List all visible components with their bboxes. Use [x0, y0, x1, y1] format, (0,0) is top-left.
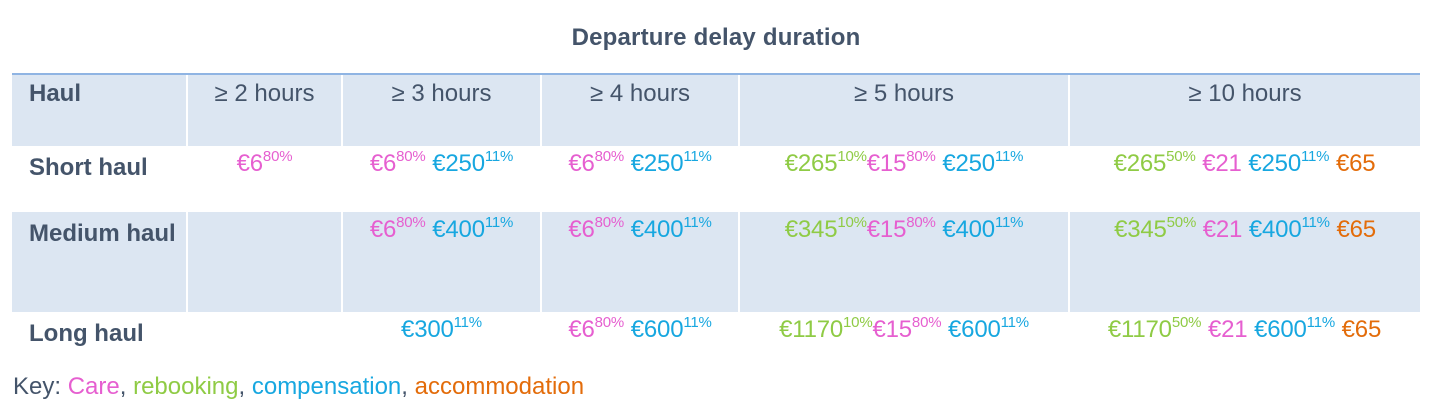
care-amount: €680%	[369, 148, 426, 177]
probability-superscript: 80%	[262, 148, 293, 165]
cell	[186, 212, 342, 312]
care-amount: €21	[1207, 316, 1248, 343]
compensation-amount: €25011%	[432, 148, 514, 177]
compensation-amount: €25011%	[1248, 148, 1330, 177]
care-amount: €680%	[369, 214, 426, 243]
probability-superscript: 80%	[906, 148, 936, 165]
probability-superscript: 11%	[683, 214, 712, 231]
probability-superscript: 10%	[837, 148, 867, 165]
care-amount: €1580%	[872, 314, 942, 343]
cell: €26510%€1580% €25011%	[739, 146, 1069, 212]
probability-superscript: 80%	[594, 314, 625, 331]
rebooking-amount: €26550%	[1113, 148, 1196, 177]
cell	[187, 312, 342, 356]
compensation-amount: €60011%	[948, 314, 1030, 343]
probability-superscript: 80%	[594, 148, 625, 165]
probability-superscript: 11%	[1306, 314, 1336, 331]
cell: €680% €25011%	[342, 146, 541, 212]
probability-superscript: 11%	[1000, 314, 1030, 331]
probability-superscript: 11%	[453, 314, 483, 331]
rebooking-amount: €34550%	[1114, 214, 1197, 243]
accommodation-amount: €65	[1341, 316, 1382, 343]
column-header-4h: ≥ 4 hours	[540, 73, 739, 146]
probability-superscript: 80%	[911, 314, 942, 331]
compensation-amount: €25011%	[630, 148, 712, 177]
column-header-5h: ≥ 5 hours	[738, 73, 1069, 146]
compensation-amount: €40011%	[630, 214, 712, 243]
cell: €34550% €21 €40011% €65	[1068, 212, 1420, 312]
probability-superscript: 11%	[683, 314, 712, 331]
care-amount: €1580%	[866, 148, 936, 177]
probability-superscript: 50%	[1166, 214, 1197, 231]
probability-superscript: 80%	[396, 148, 426, 165]
care-amount: €680%	[568, 148, 625, 177]
cell: €680% €40011%	[341, 212, 541, 312]
probability-superscript: 50%	[1166, 148, 1196, 165]
cell: €680% €25011%	[541, 146, 739, 212]
header-row: Haul ≥ 2 hours ≥ 3 hours ≥ 4 hours ≥ 5 h…	[12, 73, 1420, 146]
color-key: Key: Care, rebooking, compensation, acco…	[13, 373, 585, 400]
care-amount: €680%	[236, 148, 293, 177]
row-label-short-haul: Short haul	[12, 146, 187, 212]
probability-superscript: 11%	[994, 148, 1024, 165]
probability-superscript: 10%	[843, 314, 873, 331]
key-label: Key:	[13, 373, 62, 400]
key-item-compensation: compensation	[251, 373, 402, 400]
column-header-haul: Haul	[12, 73, 187, 146]
probability-superscript: 11%	[1300, 148, 1330, 165]
column-header-2h: ≥ 2 hours	[186, 73, 342, 146]
compensation-amount: €60011%	[630, 314, 712, 343]
compensation-amount: €40011%	[1248, 214, 1330, 243]
table-row-long-haul: Long haul €30011% €680% €60011% €117010%…	[12, 312, 1420, 356]
probability-superscript: 11%	[484, 214, 514, 231]
care-amount: €21	[1202, 150, 1242, 177]
compensation-amount: €60011%	[1254, 314, 1336, 343]
care-amount: €1580%	[866, 214, 936, 243]
cell: €26550% €21 €25011% €65	[1069, 146, 1420, 212]
key-item-care: Care	[67, 373, 120, 400]
rebooking-amount: €117010%	[779, 314, 873, 343]
accommodation-amount: €65	[1336, 216, 1376, 243]
row-label-long-haul: Long haul	[12, 312, 187, 356]
probability-superscript: 80%	[906, 214, 936, 231]
cell: €117050% €21 €60011% €65	[1069, 312, 1420, 356]
column-header-3h: ≥ 3 hours	[341, 73, 541, 146]
cell: €117010%€1580% €60011%	[739, 312, 1069, 356]
row-label-medium-haul: Medium haul	[12, 212, 187, 312]
care-amount: €680%	[568, 214, 625, 243]
accommodation-amount: €65	[1335, 150, 1376, 177]
compensation-amount: €40011%	[942, 214, 1024, 243]
compensation-amount: €30011%	[401, 314, 483, 343]
probability-superscript: 80%	[594, 214, 625, 231]
rebooking-amount: €117050%	[1107, 314, 1202, 343]
probability-superscript: 80%	[396, 214, 426, 231]
probability-superscript: 11%	[484, 148, 514, 165]
compensation-amount: €40011%	[432, 214, 514, 243]
cell: €680% €40011%	[540, 212, 739, 312]
table-row-short-haul: Short haul €680% €680% €25011% €680% €25…	[12, 146, 1420, 212]
key-item-accommodation: accommodation	[414, 373, 585, 400]
compensation-amount: €25011%	[942, 148, 1024, 177]
key-item-rebooking: rebooking	[133, 373, 239, 400]
probability-superscript: 11%	[994, 214, 1024, 231]
delay-cost-table: Haul ≥ 2 hours ≥ 3 hours ≥ 4 hours ≥ 5 h…	[12, 73, 1420, 356]
cell: €34510%€1580% €40011%	[738, 212, 1069, 312]
table-title: Departure delay duration	[571, 24, 861, 51]
probability-superscript: 11%	[683, 148, 712, 165]
rebooking-amount: €34510%	[784, 214, 867, 243]
rebooking-amount: €26510%	[784, 148, 867, 177]
table-row-medium-haul: Medium haul €680% €40011% €680% €40011% …	[12, 212, 1420, 312]
column-header-10h: ≥ 10 hours	[1068, 73, 1420, 146]
cell: €30011%	[342, 312, 541, 356]
cell: €680%	[187, 146, 342, 212]
care-amount: €21	[1202, 216, 1243, 243]
probability-superscript: 10%	[837, 214, 867, 231]
probability-superscript: 11%	[1301, 214, 1330, 231]
care-amount: €680%	[568, 314, 625, 343]
probability-superscript: 50%	[1171, 314, 1202, 331]
cell: €680% €60011%	[541, 312, 739, 356]
